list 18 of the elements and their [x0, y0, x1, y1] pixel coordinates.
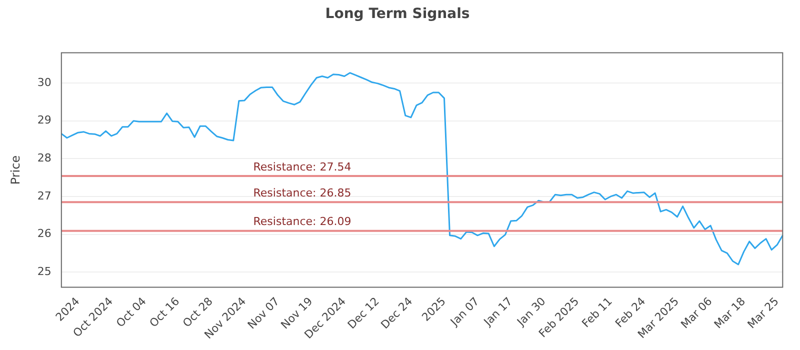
x-tick-label: Oct 16 — [147, 294, 182, 330]
y-axis-title: Price — [8, 155, 22, 185]
ref-line-label: Resistance: 27.54 — [253, 160, 352, 174]
y-tick-label: 28 — [37, 152, 52, 165]
chart-title: Long Term Signals — [325, 6, 470, 22]
x-tick-label: Jan 17 — [480, 294, 515, 330]
y-tick-label: 26 — [37, 227, 52, 240]
y-tick-label: 30 — [37, 76, 52, 89]
x-tick-label: Feb 11 — [579, 294, 615, 330]
y-tick-label: 29 — [37, 114, 52, 127]
x-tick-label: Nov 07 — [245, 294, 282, 332]
x-tick-label: Oct 04 — [114, 294, 149, 330]
ref-line-label: Resistance: 26.09 — [253, 215, 352, 228]
y-tick-label: 25 — [37, 264, 52, 278]
x-tick-label: Jan 07 — [447, 294, 482, 330]
x-tick-label: Mar 25 — [745, 294, 782, 332]
y-tick-label: 27 — [37, 189, 52, 202]
ref-line-label: Resistance: 26.85 — [253, 186, 352, 200]
